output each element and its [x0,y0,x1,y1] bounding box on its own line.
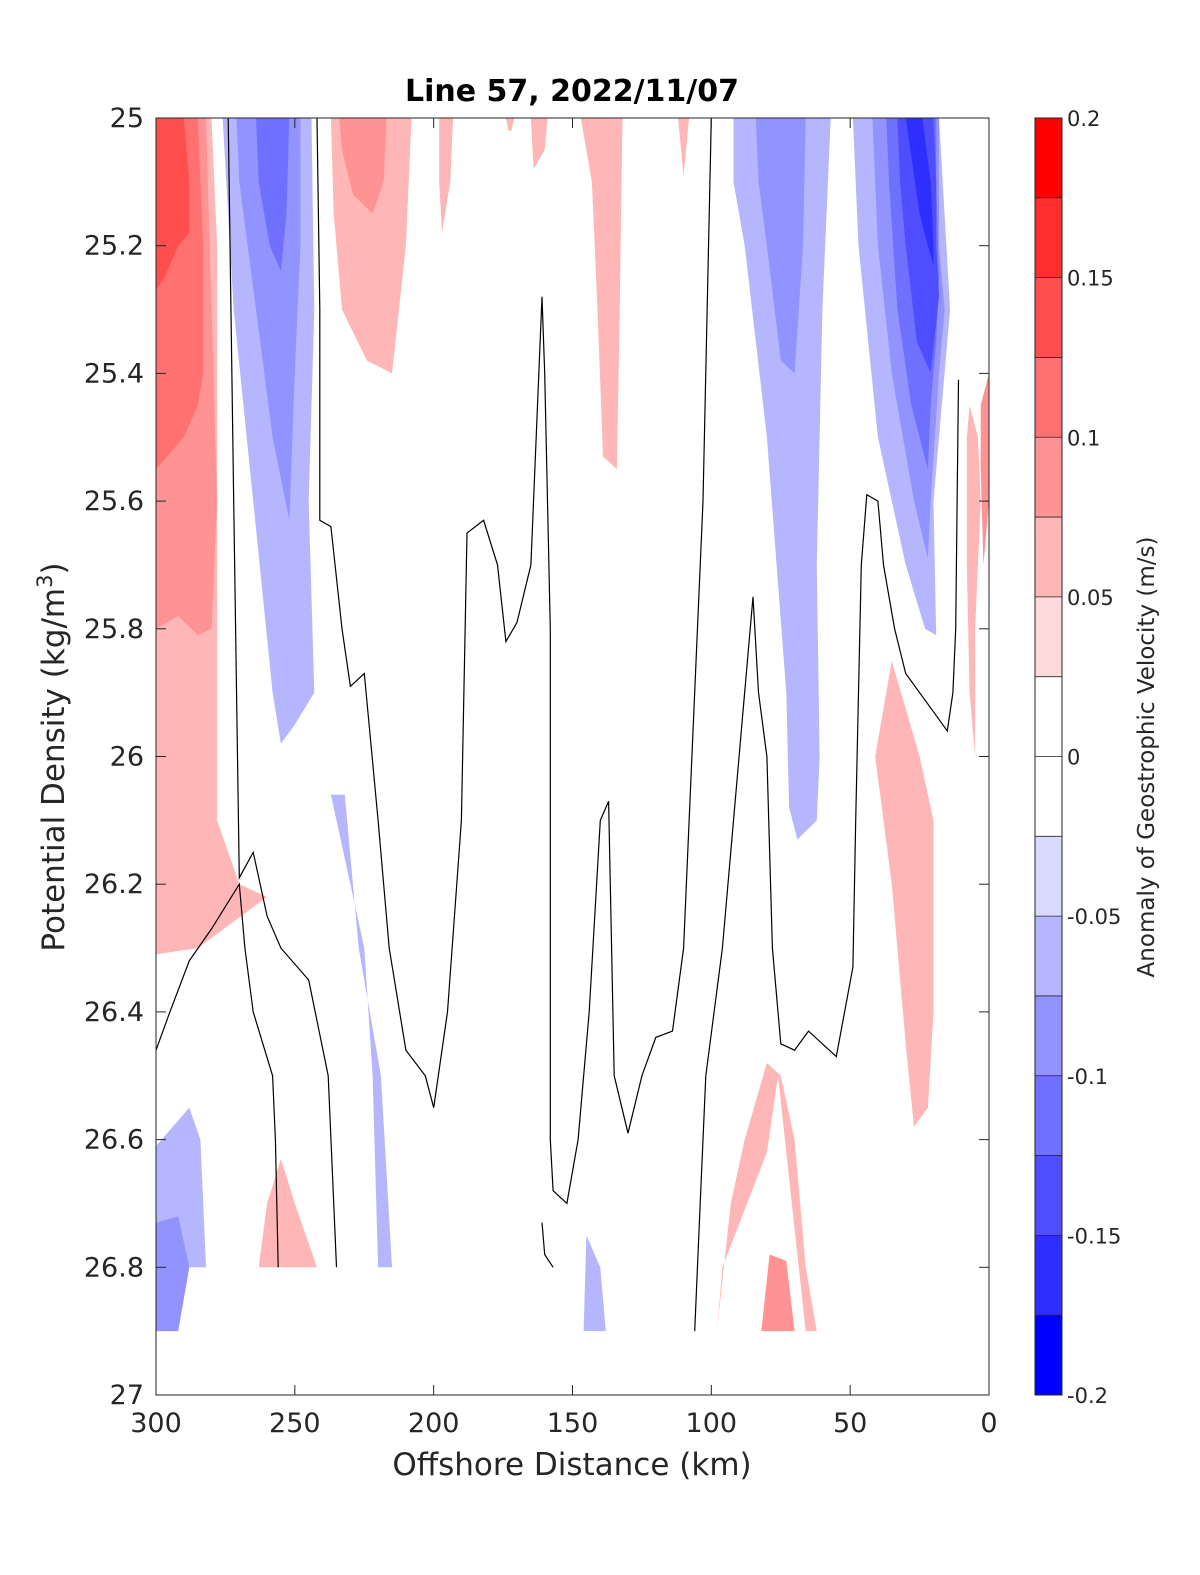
colorbar-segment-4 [1035,437,1062,518]
x-tick-label: 0 [980,1408,997,1439]
colorbar-tick-label: 0.15 [1067,267,1114,291]
y-tick-label: 26.2 [84,869,144,900]
contour-region-14 [733,118,831,840]
x-tick-label: 150 [547,1408,599,1439]
colorbar-segment-3 [1035,357,1062,438]
x-axis-ticks: 300 250 200 150 100 50 0 [130,118,998,1439]
zero-contour-line-2 [316,117,712,1205]
colorbar-tick-label: -0.05 [1067,905,1121,929]
y-axis-label: Potential Density (kg/m3) [33,562,72,951]
contour-region-3 [156,118,190,291]
colorbar-segments [1035,117,1062,1395]
contour-region-12 [580,118,623,470]
zero-contour-line-0 [227,117,338,1268]
y-tick-label: 26.8 [84,1252,144,1283]
y-tick-label: 26.6 [84,1125,144,1156]
y-tick-label: 25.8 [84,614,144,645]
zero-contour-line-1 [155,882,279,1268]
x-tick-label: 300 [130,1408,182,1439]
contour-region-15 [755,118,806,374]
contour-region-23 [875,660,934,1127]
contour-region-24 [330,794,392,1268]
y-tick-label: 25 [110,103,144,134]
y-tick-label: 25.4 [84,358,144,389]
colorbar-segment-14 [1035,1235,1062,1316]
colorbar-tick-label: -0.15 [1067,1224,1121,1248]
x-tick-label: 200 [408,1408,460,1439]
contour-region-9 [439,118,454,233]
filled-contour-regions [156,118,989,1332]
y-tick-label: 26.4 [84,997,144,1028]
contour-region-10 [505,118,515,131]
x-tick-label: 250 [269,1408,321,1439]
colorbar-segment-7 [1035,676,1062,757]
colorbar-segment-13 [1035,1155,1062,1236]
colorbar-tick-label: 0 [1067,746,1080,770]
colorbar-segment-0 [1035,118,1062,198]
colorbar-segment-11 [1035,995,1062,1076]
colorbar-tick-label: 0.2 [1067,107,1100,131]
contour-region-26 [761,1254,795,1332]
colorbar-segment-9 [1035,836,1062,917]
colorbar-tick-label: -0.1 [1067,1065,1108,1089]
colorbar-segment-15 [1035,1315,1062,1395]
y-tick-label: 27 [110,1380,144,1411]
x-tick-label: 100 [686,1408,738,1439]
colorbar-tick-label: 0.05 [1067,586,1114,610]
y-tick-label: 25.2 [84,231,144,262]
contour-region-8 [339,118,387,214]
y-tick-label: 26 [110,742,144,773]
zero-contour-lines [155,117,960,1332]
contour-region-27 [258,1158,317,1268]
contour-region-11 [530,118,548,170]
contour-region-13 [678,118,690,176]
colorbar-segment-2 [1035,277,1062,358]
plot-area: 300 250 200 150 100 50 0 2525.225.425.625.8262… [84,103,998,1439]
zero-contour-line-4 [541,1222,554,1268]
contour-region-20 [905,118,934,265]
y-axis-ticks: 25 25.2 25.4 25.6 25.8 26 26.2 26.4 26.6 26.8 27 [84,103,989,1411]
colorbar-segment-10 [1035,916,1062,996]
colorbar-segment-5 [1035,517,1062,597]
contour-region-21 [966,405,981,757]
y-axis-label-superscript: 3 [33,574,57,587]
colorbar-label: Anomaly of Geostrophic Velocity (m/s) [1134,537,1160,978]
zero-contour-line-3 [694,379,960,1332]
colorbar-segment-1 [1035,197,1062,278]
colorbar-tick-label: -0.2 [1067,1384,1108,1408]
chart-title: Line 57, 2022/11/07 [405,74,739,109]
y-axis-label-main: Potential Density (kg/m [36,588,72,952]
colorbar-frame [1034,117,1063,1396]
y-axis-label-suffix: ) [36,562,72,574]
contour-region-29 [156,1216,190,1332]
contour-region-22 [980,373,989,565]
x-tick-label: 50 [833,1408,867,1439]
contour-region-30 [583,1235,606,1332]
x-axis-label: Offshore Distance (km) [392,1447,751,1483]
colorbar-tick-label: 0.1 [1067,426,1100,450]
colorbar-segment-8 [1035,756,1062,837]
y-tick-label: 25.6 [84,486,144,517]
colorbar-ticks: 0.2 0.15 0.1 0.05 0 -0.05 -0.1 -0.15 -0.2 [1067,107,1121,1408]
contour-region-25 [716,1063,817,1332]
colorbar-segment-12 [1035,1075,1062,1156]
contour-region-6 [256,118,290,272]
colorbar: 0.2 0.15 0.1 0.05 0 -0.05 -0.1 -0.15 -0.2 Anomal… [1034,107,1160,1408]
colorbar-segment-6 [1035,596,1062,677]
